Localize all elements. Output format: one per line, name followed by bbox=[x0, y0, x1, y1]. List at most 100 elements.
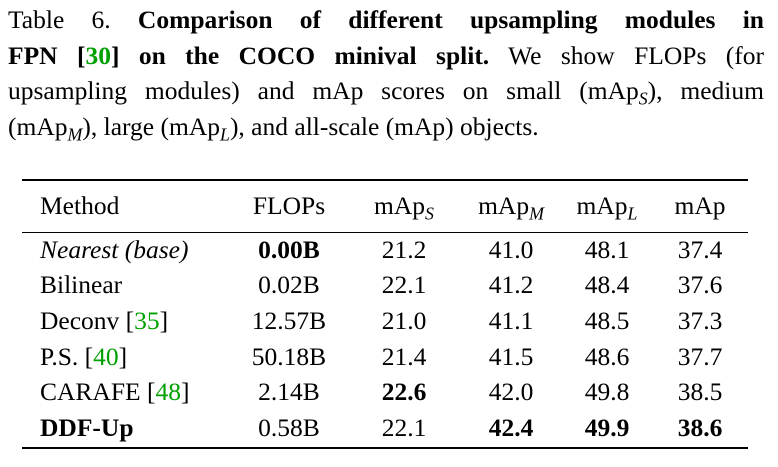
table-row: Deconv [35] 12.57B 21.0 41.1 48.5 37.3 bbox=[22, 303, 748, 339]
text-segment: 21.0 bbox=[381, 305, 427, 335]
column-header: Method bbox=[22, 180, 230, 232]
text-segment: 48.1 bbox=[584, 235, 630, 265]
value-cell: 21.2 bbox=[348, 232, 460, 268]
text-segment: 38.6 bbox=[677, 413, 723, 443]
text-segment: CARAFE [ bbox=[40, 377, 156, 407]
value-cell: 22.6 bbox=[348, 374, 460, 410]
text-segment: mAp bbox=[478, 191, 530, 221]
method-cell: P.S. [40] bbox=[22, 339, 230, 375]
value-cell: 48.6 bbox=[562, 339, 652, 375]
column-header: mApS bbox=[348, 180, 460, 232]
text-segment: Method bbox=[40, 191, 120, 221]
table-header: Method FLOPs mApS mApM mApL mAp bbox=[22, 180, 748, 232]
text-segment: ] bbox=[159, 305, 169, 335]
text-segment: mAp bbox=[374, 191, 426, 221]
citation-link[interactable]: 35 bbox=[134, 305, 160, 335]
caption-line: upsampling modules) and mAp scores on sm… bbox=[8, 73, 764, 109]
value-cell: 38.5 bbox=[652, 374, 748, 410]
text-segment: 38.5 bbox=[677, 377, 723, 407]
text-segment: L bbox=[627, 203, 638, 224]
text-segment: ), large (mAp bbox=[82, 111, 220, 141]
value-cell: 42.0 bbox=[460, 374, 562, 410]
value-cell: 0.00B bbox=[230, 232, 348, 268]
column-header: mApL bbox=[562, 180, 652, 232]
text-segment: M bbox=[529, 203, 544, 224]
value-cell: 0.58B bbox=[230, 410, 348, 448]
value-cell: 22.1 bbox=[348, 410, 460, 448]
value-cell: 21.0 bbox=[348, 303, 460, 339]
value-cell: 22.1 bbox=[348, 268, 460, 304]
text-segment: ] bbox=[180, 377, 190, 407]
table-row: CARAFE [48] 2.14B 22.6 42.0 49.8 38.5 bbox=[22, 374, 748, 410]
value-cell: 41.5 bbox=[460, 339, 562, 375]
citation-link[interactable]: 48 bbox=[155, 377, 181, 407]
text-segment: mAp bbox=[674, 191, 726, 221]
citation-link[interactable]: 30 bbox=[85, 40, 111, 70]
text-segment: 48.5 bbox=[584, 305, 630, 335]
column-header: mApM bbox=[460, 180, 562, 232]
text-segment: 41.2 bbox=[488, 270, 534, 300]
table-row: Nearest (base) 0.00B 21.2 41.0 48.1 37.4 bbox=[22, 232, 748, 268]
value-cell: 48.1 bbox=[562, 232, 652, 268]
value-cell: 37.6 bbox=[652, 268, 748, 304]
text-segment: FPN [ bbox=[8, 40, 86, 70]
text-segment: Nearest (base) bbox=[40, 235, 189, 265]
text-segment: 41.1 bbox=[488, 305, 534, 335]
method-cell: Deconv [35] bbox=[22, 303, 230, 339]
value-cell: 41.0 bbox=[460, 232, 562, 268]
method-cell: Nearest (base) bbox=[22, 232, 230, 268]
value-cell: 49.9 bbox=[562, 410, 652, 448]
value-cell: 49.8 bbox=[562, 374, 652, 410]
text-segment: mAp bbox=[576, 191, 628, 221]
text-segment: 49.9 bbox=[584, 413, 630, 443]
text-segment: Bilinear bbox=[40, 270, 123, 300]
method-cell: Bilinear bbox=[22, 268, 230, 304]
text-segment: (mAp bbox=[8, 111, 68, 141]
text-segment: 0.00B bbox=[258, 235, 320, 265]
value-cell: 50.18B bbox=[230, 339, 348, 375]
text-segment: ] on the COCO minival split. bbox=[110, 40, 490, 70]
text-segment: 22.6 bbox=[381, 377, 427, 407]
value-cell: 37.7 bbox=[652, 339, 748, 375]
text-segment: 37.7 bbox=[677, 341, 723, 371]
text-segment: 49.8 bbox=[584, 377, 630, 407]
text-segment: 0.58B bbox=[258, 413, 320, 443]
text-segment: 0.02B bbox=[258, 270, 320, 300]
table-row: P.S. [40] 50.18B 21.4 41.5 48.6 37.7 bbox=[22, 339, 748, 375]
value-cell: 48.5 bbox=[562, 303, 652, 339]
text-segment: 42.0 bbox=[488, 377, 534, 407]
value-cell: 2.14B bbox=[230, 374, 348, 410]
text-segment: S bbox=[638, 88, 648, 109]
text-segment: 12.57B bbox=[251, 305, 327, 335]
text-segment: ] bbox=[118, 341, 128, 371]
text-segment: 2.14B bbox=[258, 377, 320, 407]
text-segment: 37.6 bbox=[677, 270, 723, 300]
table-row: DDF-Up 0.58B 22.1 42.4 49.9 38.6 bbox=[22, 410, 748, 448]
caption-line: FPN [30] on the COCO minival split. We s… bbox=[8, 38, 764, 74]
text-segment: ), and all-scale (mAp) objects. bbox=[229, 111, 539, 141]
text-segment: DDF-Up bbox=[40, 413, 134, 443]
text-segment: 42.4 bbox=[488, 413, 534, 443]
text-segment: 37.3 bbox=[677, 305, 723, 335]
text-segment: 37.4 bbox=[677, 235, 723, 265]
citation-link[interactable]: 40 bbox=[93, 341, 119, 371]
text-segment: P.S. [ bbox=[40, 341, 94, 371]
text-segment: We show FLOPs (for bbox=[489, 40, 764, 70]
text-segment: 21.4 bbox=[381, 341, 427, 371]
header-row: Method FLOPs mApS mApM mApL mAp bbox=[22, 180, 748, 232]
results-table: Method FLOPs mApS mApM mApL mAp Nearest (base… bbox=[22, 179, 748, 449]
text-segment: FLOPs bbox=[252, 191, 326, 221]
value-cell: 48.4 bbox=[562, 268, 652, 304]
text-segment: 22.1 bbox=[381, 413, 427, 443]
caption-line: (mApM), large (mApL), and all-scale (mAp… bbox=[8, 109, 764, 145]
text-segment: 41.5 bbox=[488, 341, 534, 371]
method-cell: DDF-Up bbox=[22, 410, 230, 448]
value-cell: 37.4 bbox=[652, 232, 748, 268]
value-cell: 37.3 bbox=[652, 303, 748, 339]
text-segment: Comparison of different upsampling modul… bbox=[137, 5, 764, 34]
text-segment: L bbox=[220, 123, 230, 144]
text-segment: ), medium bbox=[647, 76, 764, 105]
caption-line: Table 6. Comparison of different upsampl… bbox=[8, 2, 764, 38]
column-header: FLOPs bbox=[230, 180, 348, 232]
